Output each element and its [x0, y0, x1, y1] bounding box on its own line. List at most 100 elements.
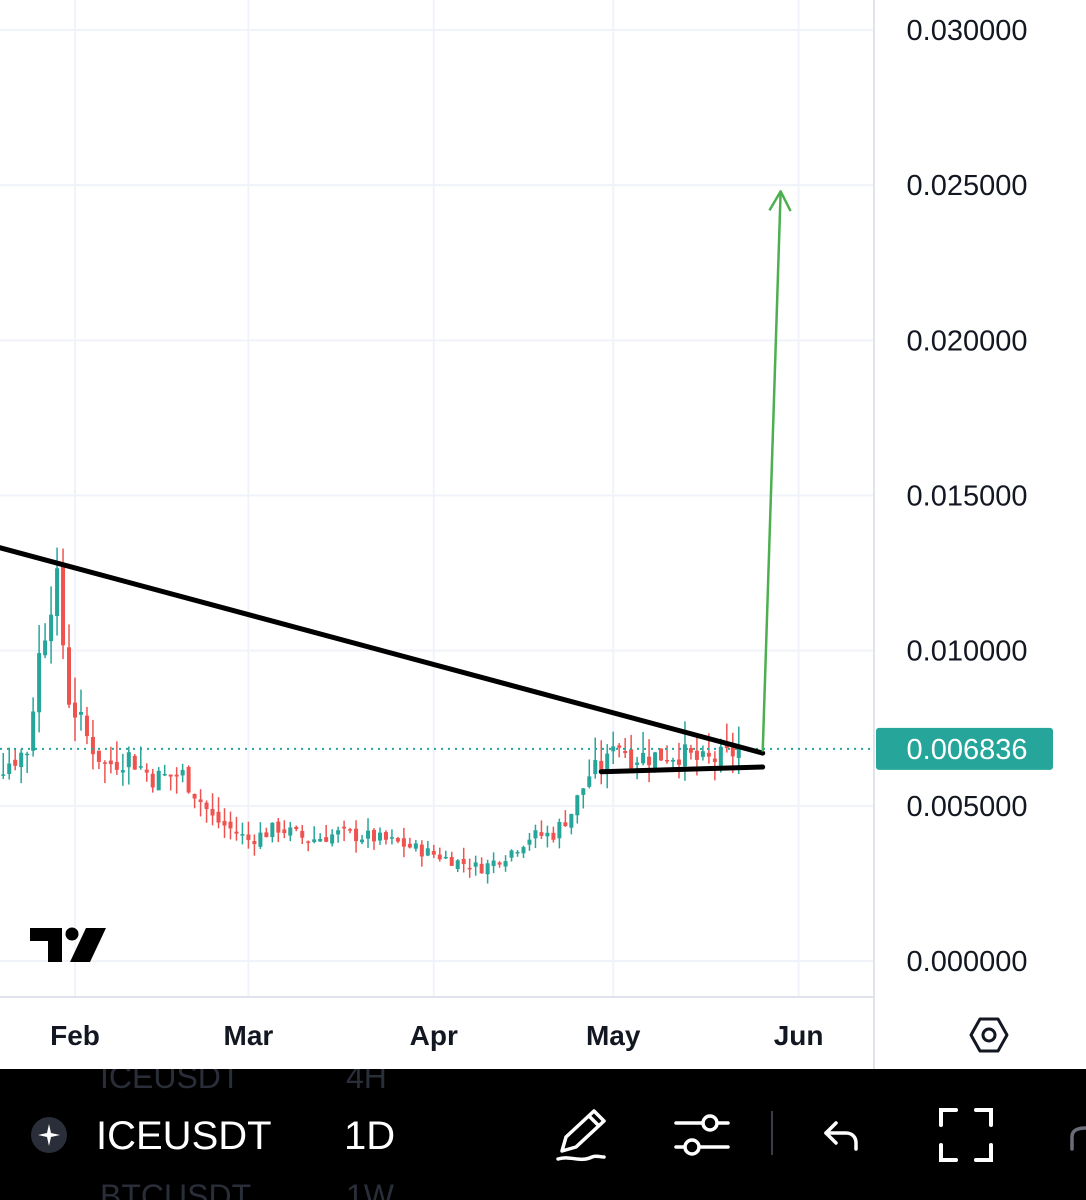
candle-body: [545, 832, 550, 837]
candle-body: [461, 858, 466, 865]
candle-body: [641, 752, 646, 764]
candle-body: [246, 834, 251, 840]
candle-body: [497, 862, 502, 865]
toolbar-symbol[interactable]: ICEUSDT: [96, 1114, 272, 1158]
candle-body: [31, 711, 36, 751]
candle-body: [198, 799, 203, 803]
candle-body: [467, 867, 472, 870]
candle-body: [102, 762, 107, 764]
candle-body: [318, 838, 323, 842]
sliders-icon[interactable]: [674, 1111, 730, 1159]
exchange-star-icon[interactable]: [30, 1116, 68, 1154]
time-axis[interactable]: Feb Mar Apr May Jun: [50, 1020, 823, 1051]
candle-body: [312, 839, 317, 843]
price-tick-label: 0.025000: [907, 170, 1028, 202]
candle-body: [593, 760, 598, 775]
candle-body: [282, 829, 287, 834]
ghost-symbol-below: BTCUSDT: [100, 1178, 252, 1200]
candle-body: [647, 756, 652, 766]
candle-body: [234, 831, 239, 834]
candle-body: [665, 759, 670, 762]
more-icon[interactable]: [1066, 1123, 1086, 1153]
candle-body: [659, 748, 664, 761]
pen-icon[interactable]: [552, 1107, 612, 1163]
candle-body: [736, 747, 741, 758]
candle-body: [288, 827, 293, 836]
candle-body: [539, 832, 544, 836]
candle-body: [84, 715, 89, 737]
projection-arrow-shaft: [761, 191, 782, 752]
candle-body: [294, 826, 299, 830]
drawings: [0, 190, 874, 775]
candle-body: [204, 802, 209, 810]
candle-body: [706, 752, 711, 757]
candle-body: [443, 856, 448, 859]
candle-body: [61, 565, 66, 646]
candle-body: [96, 750, 101, 762]
candle-body: [192, 794, 197, 799]
price-axis[interactable]: 0.030000 0.025000 0.020000 0.015000 0.010000…: [876, 15, 1053, 978]
candle-body: [108, 760, 113, 765]
candle-body: [401, 838, 406, 847]
candle-body: [150, 773, 155, 788]
candle-body: [270, 822, 275, 838]
candle-body: [671, 759, 675, 762]
candle-body: [563, 822, 568, 827]
ghost-symbol-above: ICEUSDT: [100, 1069, 241, 1095]
candle-body: [718, 746, 723, 766]
candle-body: [533, 830, 538, 839]
candle-body: [7, 763, 12, 774]
toolbar-interval[interactable]: 1D: [344, 1114, 396, 1158]
candle-body: [635, 762, 640, 765]
candle-body: [19, 752, 24, 768]
candle-body: [348, 829, 353, 831]
candle-body: [515, 851, 520, 854]
candle-body: [575, 795, 580, 816]
price-tick-label: 0.020000: [907, 325, 1028, 357]
candle-body: [437, 854, 442, 860]
candle-body: [712, 758, 717, 762]
candle-body: [1, 774, 6, 776]
time-tick-label: Apr: [410, 1020, 458, 1051]
candle-body: [240, 834, 245, 836]
projection-arrow-head: [768, 190, 792, 212]
candle-body: [354, 828, 359, 842]
candle-body: [168, 774, 173, 777]
time-tick-label: May: [586, 1020, 641, 1051]
candle-body: [569, 813, 574, 828]
chart-grid: [0, 0, 875, 1069]
candle-body: [228, 821, 233, 829]
toolbar-separator: [771, 1111, 773, 1155]
candle-body: [694, 750, 699, 760]
undo-icon[interactable]: [822, 1117, 862, 1153]
candle-body: [67, 647, 72, 705]
candle-body: [730, 746, 735, 757]
candle-body: [306, 841, 311, 843]
candle-body: [138, 766, 143, 768]
candle-body: [342, 826, 347, 829]
candle-body: [611, 746, 616, 752]
candle-body: [264, 832, 269, 838]
candle-body: [126, 752, 131, 768]
candle-body: [336, 830, 341, 835]
chart-settings-icon[interactable]: [969, 1017, 1009, 1053]
candle-body: [491, 860, 496, 867]
candle-body: [300, 830, 305, 838]
candle-body: [120, 770, 125, 773]
fullscreen-icon[interactable]: [938, 1107, 994, 1163]
candle-body: [78, 711, 83, 715]
trendline-descending-resistance: [0, 545, 766, 756]
time-tick-label: Mar: [224, 1020, 274, 1051]
candle-body: [210, 809, 215, 816]
price-tick-label: 0.010000: [907, 636, 1028, 668]
candle-body: [413, 843, 418, 849]
candle-body: [25, 753, 30, 756]
candle-body: [617, 745, 622, 748]
candle-body: [551, 832, 556, 840]
price-chart[interactable]: 0.030000 0.025000 0.020000 0.015000 0.010000…: [0, 0, 1086, 1069]
tradingview-logo: [30, 927, 106, 962]
candle-body: [557, 822, 562, 839]
candle-body: [425, 848, 430, 856]
candle-body: [156, 770, 161, 791]
candle-body: [114, 761, 119, 770]
